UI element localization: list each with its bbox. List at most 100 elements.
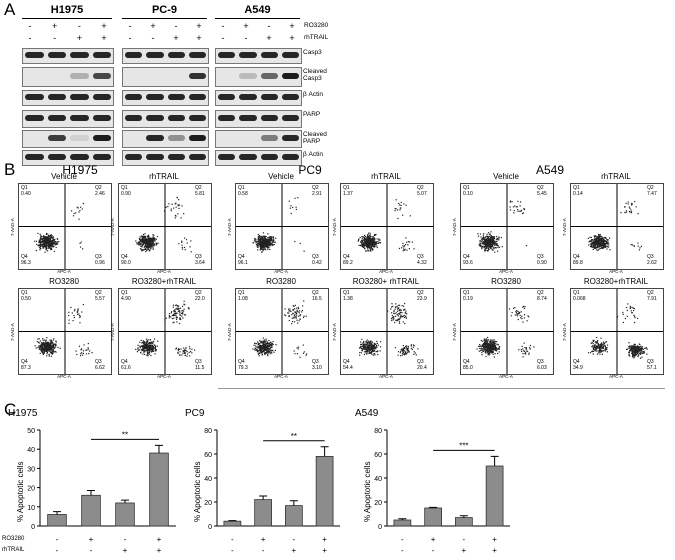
flow-event-dot	[147, 343, 150, 345]
flow-event-dot	[371, 341, 373, 343]
flow-event-dot	[479, 239, 481, 242]
flow-event-dot	[259, 243, 262, 245]
flow-event-dot	[407, 349, 410, 351]
flow-event-dot	[49, 339, 51, 341]
flow-event-dot	[285, 314, 287, 317]
flow-event-dot	[49, 238, 52, 240]
flow-event-dot	[364, 241, 366, 244]
flow-event-dot	[49, 239, 51, 241]
flow-event-dot	[44, 245, 46, 247]
flow-event-dot	[179, 310, 181, 312]
flow-event-dot	[139, 347, 141, 349]
flow-event-dot	[599, 345, 602, 348]
flow-event-dot	[156, 235, 159, 238]
flow-event-dot	[405, 204, 407, 206]
flow-event-dot	[597, 345, 599, 348]
flow-event-dot	[179, 351, 181, 353]
flow-event-dot	[375, 242, 378, 244]
blot-band	[167, 115, 185, 121]
flow-event-dot	[153, 347, 155, 349]
flow-event-dot	[604, 240, 606, 242]
blot-band	[70, 154, 89, 160]
flow-event-dot	[483, 345, 485, 347]
flow-event-dot	[269, 344, 271, 346]
flow-event-dot	[397, 351, 400, 353]
flow-event-dot	[262, 337, 264, 339]
flow-event-dot	[591, 242, 593, 244]
flow-event-dot	[631, 306, 633, 309]
flow-event-dot	[392, 305, 394, 307]
flow-event-dot	[632, 348, 634, 350]
flow-event-dot	[495, 347, 498, 349]
flow-event-dot	[150, 245, 152, 247]
flow-event-dot	[487, 340, 489, 342]
flow-event-dot	[142, 233, 145, 236]
flow-event-dot	[256, 243, 259, 245]
flow-event-dot	[148, 346, 150, 349]
flow-event-dot	[594, 238, 596, 241]
flow-event-dot	[295, 311, 297, 313]
flow-event-dot	[47, 236, 49, 238]
flow-event-dot	[366, 250, 368, 252]
flow-event-dot	[147, 235, 149, 238]
flow-event-dot	[374, 354, 376, 356]
flow-event-dot	[525, 244, 528, 247]
flow-event-dot	[372, 237, 374, 240]
flow-event-dot	[297, 322, 299, 324]
flow-event-dot	[181, 244, 183, 246]
flow-event-dot	[148, 237, 150, 240]
flow-event-dot	[183, 351, 186, 353]
flow-event-dot	[370, 341, 372, 343]
bar-sign: +	[430, 535, 436, 544]
flow-event-dot	[172, 306, 174, 308]
flow-event-dot	[297, 197, 299, 199]
flow-event-dot	[139, 345, 141, 347]
flow-event-dot	[405, 345, 407, 347]
flow-event-dot	[497, 244, 499, 246]
flow-event-dot	[40, 237, 42, 239]
bar-sign: -	[401, 535, 404, 544]
flow-event-dot	[41, 238, 43, 240]
flow-event-dot	[137, 349, 139, 351]
flow-event-dot	[627, 201, 629, 203]
flow-event-dot	[266, 351, 268, 353]
flow-event-dot	[405, 310, 407, 312]
flow-event-dot	[46, 242, 48, 244]
flow-event-dot	[150, 237, 152, 240]
flow-event-dot	[270, 242, 272, 244]
flow-event-dot	[39, 352, 41, 355]
flow-event-dot	[491, 348, 493, 350]
flow-event-dot	[597, 240, 599, 242]
flow-event-dot	[486, 349, 488, 351]
flow-event-dot	[602, 238, 604, 240]
flow-event-dot	[601, 345, 603, 347]
flow-event-dot	[259, 244, 261, 246]
flow-event-dot	[373, 241, 375, 244]
flow-event-dot	[492, 350, 494, 353]
flow-event-dot	[396, 308, 399, 310]
flow-event-dot	[407, 347, 409, 349]
flow-event-dot	[53, 344, 55, 346]
flow-event-dot	[369, 232, 371, 234]
blot-band	[47, 154, 66, 160]
flow-event-dot	[365, 349, 367, 351]
western-cell-line-title: A549	[244, 4, 271, 16]
flow-dots	[461, 184, 553, 269]
flow-event-dot	[519, 314, 521, 317]
error-bar	[155, 444, 163, 454]
flow-event-dot	[182, 310, 184, 312]
flow-event-dot	[53, 250, 56, 253]
flow-event-dot	[374, 243, 377, 246]
flow-event-dot	[606, 239, 608, 241]
flow-event-dot	[490, 234, 492, 237]
flow-event-dot	[488, 233, 491, 235]
flow-event-dot	[486, 350, 488, 352]
flow-event-dot	[261, 237, 263, 239]
quadrant-value: 1.38	[343, 296, 353, 302]
flow-condition-label: RO3280+rhTRAIL	[131, 277, 197, 286]
flow-event-dot	[484, 250, 486, 252]
flow-event-dot	[365, 352, 367, 354]
flow-event-dot	[398, 313, 401, 315]
flow-event-dot	[42, 237, 44, 239]
flow-event-dot	[184, 304, 186, 306]
